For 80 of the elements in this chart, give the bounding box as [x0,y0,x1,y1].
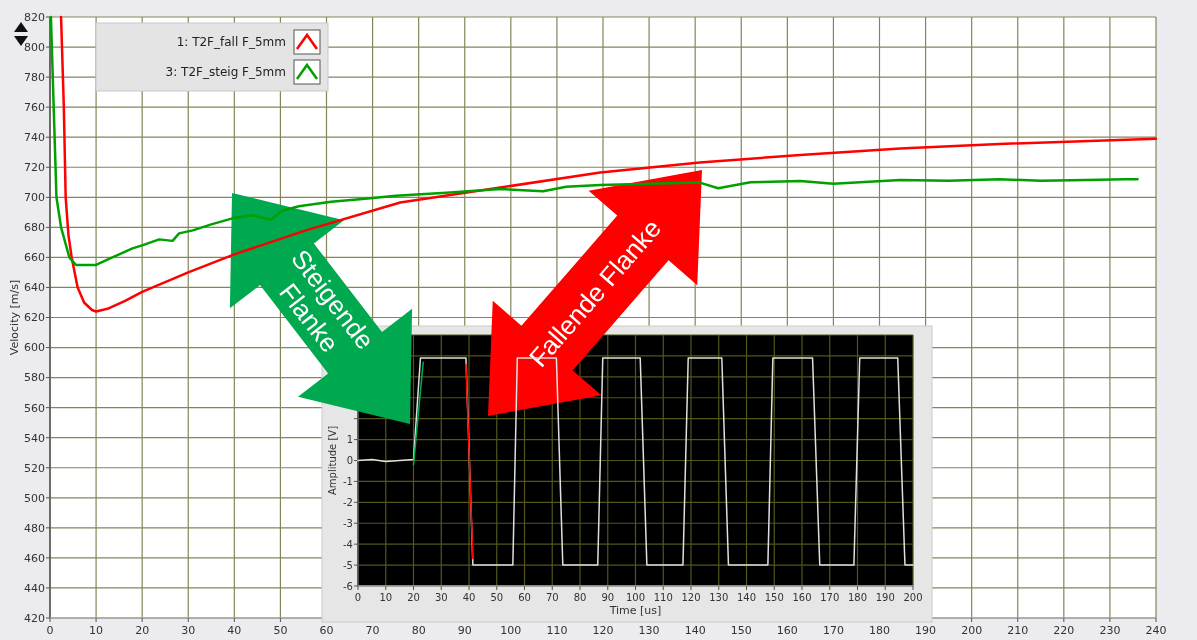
y-tick-label: 420 [24,611,45,625]
y-tick-label: 780 [24,70,45,84]
x-tick-label: 180 [847,592,868,603]
x-tick-label: 180 [869,624,890,637]
y-tick-label: 580 [24,371,45,385]
y-tick-label: -2 [343,496,353,508]
y-tick-label: -6 [343,580,353,592]
x-tick-label: 150 [730,624,752,637]
x-tick-label: 60 [319,624,334,637]
legend-label: 1: T2F_fall F_5mm [176,35,286,50]
y-tick-label: 480 [24,521,45,535]
x-tick-label: 200 [961,624,983,637]
y-tick-label: 680 [24,221,45,235]
x-tick-label: 120 [681,592,701,603]
x-tick-label: 230 [1099,624,1121,637]
y-tick-label: -1 [343,475,353,487]
y-tick-label: -5 [343,559,353,571]
x-tick-label: 70 [365,624,380,637]
y-tick-label: 640 [24,281,45,295]
x-tick-label: 130 [709,592,729,603]
legend-label: 3: T2F_steig F_5mm [165,65,286,80]
x-tick-label: 80 [411,624,426,637]
y-tick-label: 460 [24,551,45,565]
x-tick-label: 10 [89,624,104,637]
y-tick-label: 660 [24,251,45,265]
x-tick-label: 30 [181,624,196,637]
x-tick-label: 110 [546,624,568,637]
x-tick-label: 150 [764,592,784,603]
x-tick-label: 220 [1053,624,1075,637]
x-tick-label: 160 [776,624,798,637]
x-tick-label: 0 [354,592,362,603]
x-tick-label: 100 [500,624,522,637]
x-tick-label: 90 [601,592,615,603]
y-axis-title: Velocity [m/s] [8,279,21,356]
y-tick-label: 700 [24,191,45,205]
x-tick-label: 30 [434,592,448,603]
x-tick-label: 60 [518,592,531,603]
x-tick-label: 40 [227,624,242,637]
x-tick-label: 70 [545,592,559,603]
x-tick-label: 140 [684,624,706,637]
y-axis-title: Amplitude [V] [327,425,338,496]
y-tick-label: 520 [24,461,45,475]
y-tick-label: 500 [24,491,45,505]
y-tick-label: 720 [24,161,45,175]
x-tick-label: 170 [822,624,844,637]
x-tick-label: 170 [820,592,840,603]
y-tick-label: 440 [24,581,45,595]
x-axis-title: Time [us] [608,604,662,617]
x-tick-label: 140 [736,592,757,603]
y-tick-label: 740 [24,131,45,145]
x-tick-label: 10 [379,592,393,603]
y-tick-label: 560 [24,401,45,415]
x-tick-label: 190 [875,592,895,603]
x-tick-label: 160 [792,592,812,603]
y-tick-label: -3 [343,517,353,529]
y-tick-label: 820 [24,10,45,24]
x-tick-label: 20 [407,592,420,603]
x-tick-label: 0 [46,624,54,637]
x-tick-label: 240 [1145,624,1167,637]
x-tick-label: 20 [135,624,150,637]
x-tick-label: 50 [490,592,504,603]
x-tick-label: 110 [653,592,673,603]
x-tick-label: 50 [273,624,288,637]
x-tick-label: 200 [903,592,923,603]
x-tick-label: 120 [592,624,614,637]
x-tick-label: 90 [457,624,472,637]
x-tick-label: 130 [638,624,660,637]
y-tick-label: 760 [24,101,45,114]
x-tick-label: 80 [573,592,587,603]
x-tick-label: 190 [915,624,937,637]
y-tick-label: 1 [346,434,353,446]
y-tick-label: -4 [343,538,353,550]
y-tick-label: 800 [24,40,45,54]
y-tick-label: 600 [24,341,45,355]
y-tick-label: 620 [24,311,45,325]
x-tick-label: 210 [1007,624,1029,637]
x-tick-label: 100 [625,592,646,603]
x-tick-label: 40 [462,592,476,603]
y-tick-label: 0 [346,455,353,466]
y-tick-label: 540 [24,431,45,445]
